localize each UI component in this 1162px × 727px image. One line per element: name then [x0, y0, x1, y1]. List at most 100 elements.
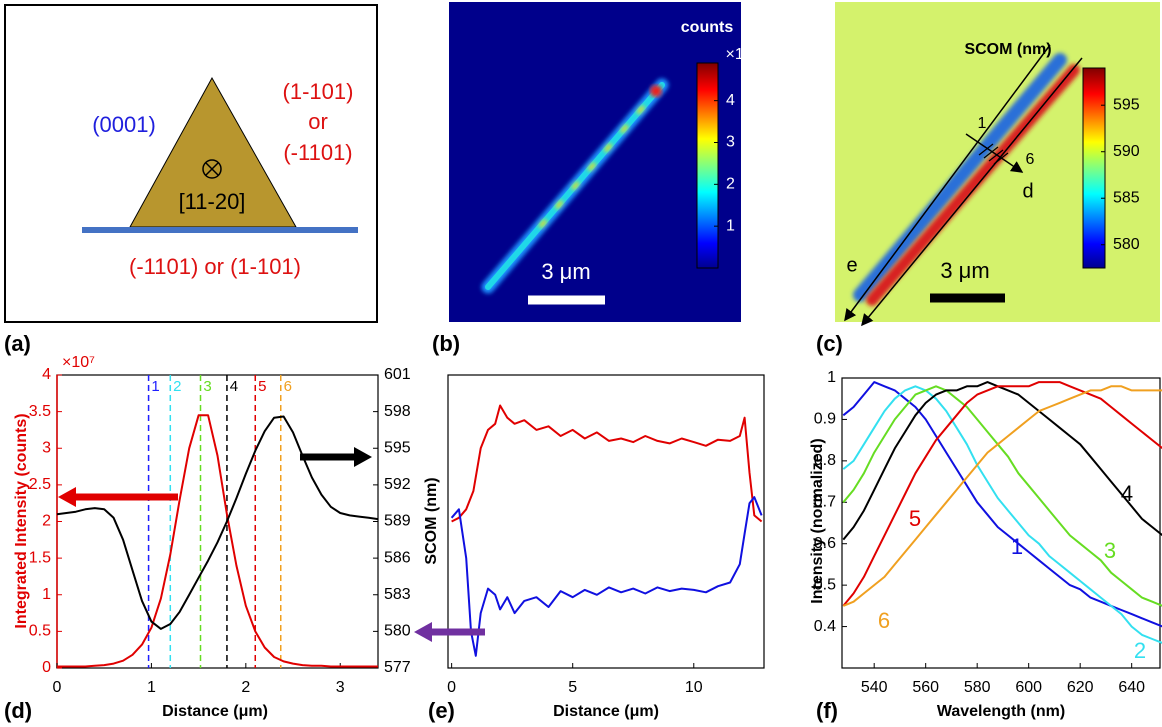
x-axis-label: Wavelength (nm): [937, 703, 1065, 720]
panel-label: (f): [816, 698, 838, 723]
series-label: 2: [1134, 638, 1146, 663]
marker-line-label: 5: [258, 378, 266, 395]
arrow-red-head: [58, 487, 76, 507]
x-tick-label: 1: [147, 679, 156, 696]
facet-label: (0001): [92, 112, 156, 137]
x-tick-label: 10: [685, 679, 703, 696]
x-tick-label: 540: [861, 679, 888, 696]
marker-line-label: 3: [203, 378, 211, 395]
direction-label: [11-20]: [179, 189, 246, 214]
colorbar-tick-label: 3: [726, 134, 735, 151]
y2-tick-label: 598: [384, 403, 411, 420]
series-label: 5: [909, 506, 921, 531]
y2-tick-label: 583: [384, 586, 411, 603]
x-tick-label: 3: [336, 679, 345, 696]
colorbar-multiplier: ×10⁷: [726, 46, 759, 63]
colorbar-tick-label: 590: [1113, 143, 1140, 160]
plot-frame: [56, 374, 379, 669]
profile-line-e: [844, 44, 1051, 322]
panel-label: (e): [428, 698, 455, 723]
colorbar-tick-label: 1: [726, 217, 735, 234]
series-line: [450, 496, 763, 657]
scale-bar-label: 3 μm: [940, 258, 989, 283]
line-panel: 0 5 10 Distance (μm) SCOM (nm): [414, 374, 765, 720]
facet-label: or: [308, 109, 328, 134]
y-tick-label: 3: [42, 439, 51, 456]
colorbar-label: SCOM (nm): [964, 41, 1051, 58]
y2-tick-label: 580: [384, 623, 411, 640]
colorbar-tick-label: 595: [1113, 96, 1140, 113]
panel-a: (0001) (1-101) or (-1101) [11-20] (-1101…: [4, 4, 378, 356]
series-line: [842, 381, 1162, 607]
x-axis-label: Distance (μm): [162, 703, 268, 720]
colorbar-tick-label: 585: [1113, 189, 1140, 206]
image-panel: 580 585 590 595 SCOM (nm) 3 μm 1 6 d e: [835, 2, 1160, 327]
y2-tick-label: 577: [384, 659, 411, 676]
facet-label: (1-101): [283, 79, 354, 104]
marker-line-label: 4: [230, 378, 238, 395]
y-tick-label: 0.7: [814, 494, 836, 511]
y-axis-label: Intensity (normalized): [809, 438, 826, 603]
series-line: [842, 381, 1162, 541]
colorbar-tick-label: 4: [726, 92, 735, 109]
colorbar-tick-label: 580: [1113, 236, 1140, 253]
y-tick-label: 0.8: [814, 452, 836, 469]
series-line: [842, 385, 1162, 607]
y-tick-label: 0.9: [814, 411, 836, 428]
series-label: 3: [1104, 538, 1116, 563]
nanowire-hotspot: [650, 85, 662, 97]
series-line: [451, 404, 763, 523]
panel-label: (a): [4, 331, 31, 356]
series-label: 4: [1121, 481, 1133, 506]
y-tick-label: 1: [827, 369, 836, 386]
cross-tick: [993, 152, 1009, 165]
facet-label: (-1101) or (1-101): [129, 254, 301, 279]
colorbar-label: counts: [681, 19, 734, 36]
arrow-black-head: [354, 447, 372, 467]
y-tick-label: 3.5: [29, 403, 51, 420]
facet-label: (-1101): [283, 140, 352, 165]
y-tick-label: 0: [42, 659, 51, 676]
annotation: d: [1022, 180, 1033, 202]
y-tick-label: 4: [42, 366, 51, 383]
y-axis-label: SCOM (nm): [423, 477, 440, 564]
x-tick-label: 560: [912, 679, 939, 696]
plot-frame: [841, 377, 1161, 669]
x-axis-label: Distance (μm): [553, 703, 659, 720]
y2-tick-label: 601: [384, 366, 411, 383]
y2-tick-label: 589: [384, 513, 411, 530]
x-tick-label: 2: [241, 679, 250, 696]
scale-bar-label: 3 μm: [541, 259, 590, 284]
line-panel: 0 1 2 300.511.522.533.545775805835865895925…: [13, 354, 411, 720]
y2-tick-label: 595: [384, 439, 411, 456]
annotation: e: [846, 254, 857, 276]
panel-label: (b): [432, 331, 460, 356]
annotation: 6: [1026, 151, 1035, 168]
marker-line-label: 2: [173, 378, 181, 395]
series-line: [57, 414, 378, 668]
cross-tick: [978, 143, 994, 156]
y2-tick-label: 592: [384, 476, 411, 493]
arrow-purple-head: [414, 622, 432, 642]
y-tick-label: 1: [42, 586, 51, 603]
image-panel: 1 2 3 4 counts ×10⁷ 3 μm: [449, 2, 759, 322]
x-tick-label: 0: [447, 679, 456, 696]
series-line: [56, 415, 379, 630]
nanowire-spots: [538, 97, 652, 229]
marker-line-label: 6: [284, 378, 292, 395]
series-line: [842, 385, 1162, 607]
y-multiplier: ×10⁷: [62, 354, 95, 371]
x-tick-label: 600: [1015, 679, 1042, 696]
colorbar: [696, 62, 719, 269]
x-tick-label: 5: [568, 679, 577, 696]
into-page-symbol: [202, 159, 222, 179]
series-line: [842, 385, 1162, 644]
y-tick-label: 1.5: [29, 549, 51, 566]
into-page-cross: [205, 162, 219, 176]
y2-tick-label: 586: [384, 549, 411, 566]
y-tick-label: 2.5: [29, 476, 51, 493]
panel-label: (c): [816, 331, 843, 356]
y-tick-label: 0.4: [814, 618, 836, 635]
series-label: 1: [1011, 534, 1023, 559]
